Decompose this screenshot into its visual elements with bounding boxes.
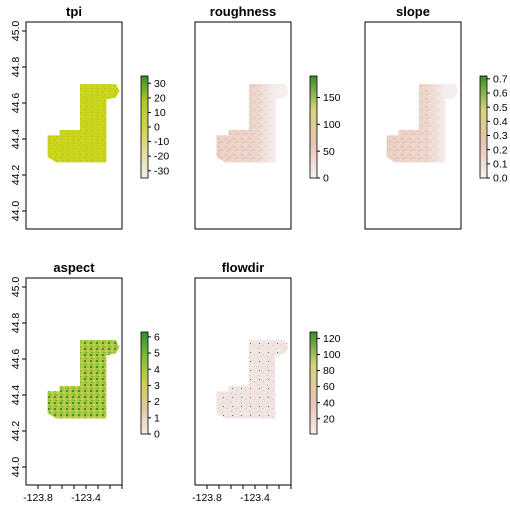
legend-tick-label: 40 [323,397,335,409]
legend-colorbar [140,75,149,179]
legend-tick-label: 3 [154,380,160,392]
legend-tick-label: 4 [154,364,160,376]
panel-aspect: aspect 44.0 44.2 44.4 44.6 44.8 45.0 -123.8 -123… [10,260,160,504]
panel-title: roughness [210,4,276,19]
legend-tick-label: 0 [323,173,329,185]
panel-title: flowdir [222,260,265,275]
panel-frame [25,277,123,486]
y-tick-label: 44.2 [10,421,22,442]
legend-colorbar [309,75,318,179]
legend-tick-label: 0.5 [493,102,508,114]
legend-tick-label: 0.3 [493,130,508,142]
legend-colorbar [309,331,318,435]
legend-tick-label: 10 [154,107,166,119]
panel-slope: slope 0.0 0.1 0.2 0.3 0.4 0.5 0.6 0.7 [364,4,508,230]
legend-tick-label: 100 [323,119,341,131]
panel-flowdir: flowdir -123.8 -123.4 20 40 60 80 100 120 [192,260,341,504]
y-tick-label: 45.0 [10,277,22,298]
legend-tick-label: 50 [323,146,335,158]
legend-tick-label: -20 [154,151,169,163]
legend-tick-label: 0 [154,122,160,134]
legend-tick-label: 100 [323,349,341,361]
panel-title: slope [396,4,430,19]
x-tick-label: -123.4 [71,492,101,504]
legend-tick-label: 2 [154,396,160,408]
panel-tpi: tpi 44.0 44.2 44.4 44.6 44.8 45.0 -30 -20 -10 0 10 2… [10,4,169,230]
legend-tick-label: 0 [154,429,160,441]
legend-tick-label: 20 [323,413,335,425]
legend-tick-label: -10 [154,136,169,148]
legend-tick-label: 80 [323,365,335,377]
legend-tick-label: 0.7 [493,73,508,85]
raster-map [47,84,120,163]
x-tick-label: -123.4 [240,492,270,504]
legend-tick-label: 0.1 [493,158,508,170]
legend-tick-label: 0.2 [493,144,508,156]
legend-tick-label: -30 [154,165,169,177]
legend-tick-label: 30 [154,78,166,90]
y-tick-label: 44.8 [10,313,22,334]
panel-title: aspect [53,260,95,275]
raster-flat-zone [386,84,459,163]
y-tick-label: 44.0 [10,201,22,222]
panel-frame [194,277,292,486]
panel-title: tpi [66,4,82,19]
panel-roughness: roughness 0 50 100 150 [194,4,341,230]
legend-tick-label: 5 [154,348,160,360]
legend-tick-label: 60 [323,381,335,393]
raster-map [386,84,459,163]
legend-tick-label: 0.4 [493,116,508,128]
x-tick-label: -123.8 [192,492,222,504]
legend-tick-label: 6 [154,331,160,343]
raster-area [47,84,120,163]
legend-tick-label: 150 [323,92,341,104]
legend-tick-label: 1 [154,412,160,424]
y-tick-label: 45.0 [10,21,22,42]
raster-area [216,340,289,419]
y-tick-label: 44.4 [10,129,22,150]
y-tick-label: 44.6 [10,349,22,370]
y-tick-label: 44.6 [10,93,22,114]
legend-tick-label: 0.6 [493,88,508,100]
legend-colorbar [479,75,488,179]
raster-map [216,340,289,419]
y-tick-label: 44.0 [10,457,22,478]
panel-frame [25,21,123,230]
y-tick-label: 44.2 [10,165,22,186]
y-tick-label: 44.8 [10,57,22,78]
raster-map [216,84,289,163]
y-tick-label: 44.4 [10,385,22,406]
legend-tick-label: 0.0 [493,173,508,185]
raster-map [47,340,120,419]
legend-colorbar [140,331,149,435]
legend-tick-label: 20 [154,92,166,104]
raster-area [47,340,120,419]
x-tick-label: -123.8 [23,492,53,504]
raster-flat-zone [216,84,289,163]
legend-tick-label: 120 [323,333,341,345]
panel-frame [364,21,462,230]
panel-frame [194,21,292,230]
